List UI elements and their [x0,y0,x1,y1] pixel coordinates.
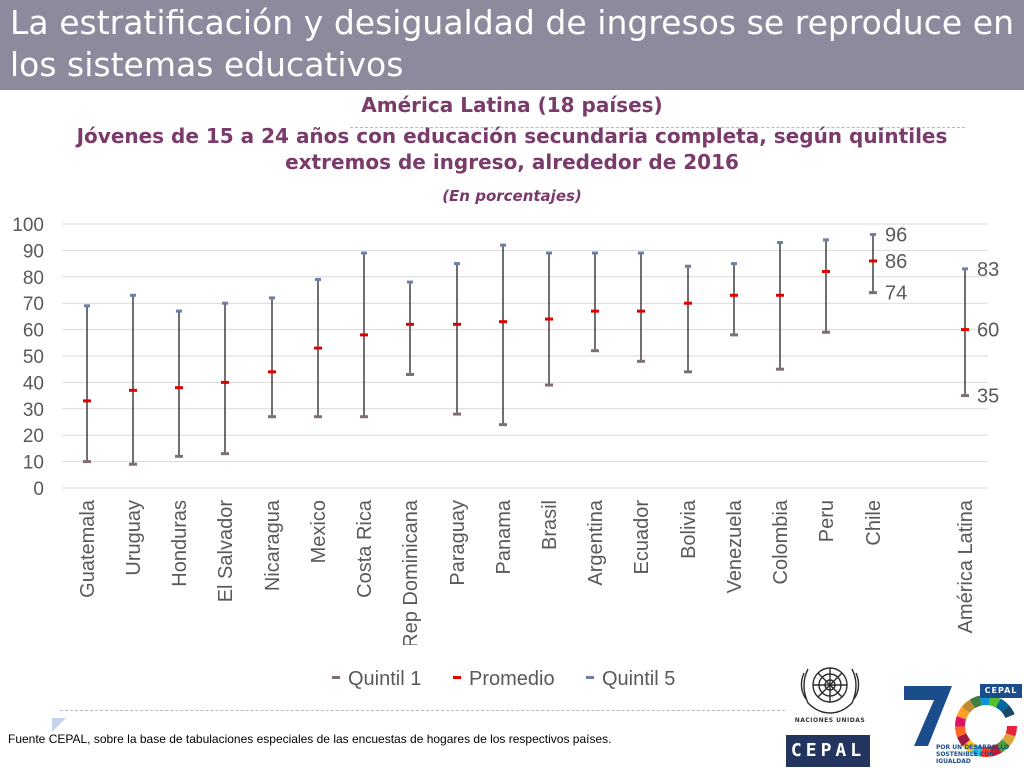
legend-label-promedio: Promedio [469,668,555,690]
x-tick-label: Costa Rica [354,499,376,598]
source-note: Fuente CEPAL, sobre la base de tabulacio… [8,732,612,746]
footer-divider [60,710,785,711]
un-label: NACIONES UNIDAS [794,717,866,724]
x-tick-label: Honduras [169,500,191,587]
un-emblem-icon [800,667,860,714]
chart-subtitle-line2: extremos de ingreso, alrededor de 2016 [285,150,739,174]
data-label: 83 [977,259,999,281]
x-tick-label: Ecuador [631,500,653,575]
legend-item-promedio: Promedio [453,665,555,693]
y-tick-label: 100 [12,215,44,236]
x-tick-label: Colombia [770,499,792,584]
x-tick-label: Panama [493,499,515,574]
y-tick-label: 50 [23,347,44,368]
y-tick-label: 10 [23,453,44,474]
legend-label-quintil-5: Quintil 5 [602,668,676,690]
legend-label-quintil-1: Quintil 1 [348,668,422,690]
legend-item-quintil-1: Quintil 1 [332,665,421,693]
y-tick-label: 60 [23,321,44,342]
corner-triangle [52,718,66,732]
x-tick-label: Nicaragua [262,499,284,591]
x-tick-label: Rep Dominicana [400,499,422,645]
data-label: 86 [885,251,907,273]
x-tick-label: América Latina [955,499,977,633]
cepal-70-sdg-wheel-icon [904,686,1017,757]
x-tick-label: Brasil [539,500,561,550]
data-label: 74 [885,283,907,305]
y-tick-label: 20 [23,426,44,447]
y-tick-label: 40 [23,373,44,394]
data-label: 35 [977,386,999,408]
chart-subtitle-units: (En porcentajes) [442,187,582,205]
x-tick-label: El Salvador [215,500,237,603]
divider-dashed [350,127,965,128]
y-tick-label: 30 [23,400,44,421]
title-bar: La estratificación y desigualdad de ingr… [0,0,1024,90]
chart-subtitle-line1: Jóvenes de 15 a 24 años con educación se… [76,124,948,148]
x-tick-label: Argentina [585,499,607,585]
legend-swatch-quintil-1 [332,676,340,680]
x-tick-label: Peru [816,500,838,542]
range-chart: 0 10 20 30 40 50 60 70 80 90 100 Guatemala Uruguay Ho… [12,215,999,645]
x-tick-label: Venezuela [724,499,746,593]
x-tick-label: Bolivia [678,499,700,559]
x-tick-label: Guatemala [77,499,99,598]
y-tick-label: 70 [23,294,44,315]
x-tick-label: Chile [863,500,885,546]
cepal-logo: CEPAL [786,735,870,767]
slide-title: La estratificación y desigualdad de ingr… [10,3,1014,84]
y-tick-label: 80 [23,268,44,289]
x-tick-label: Paraguay [447,500,469,586]
legend-swatch-promedio [453,676,461,680]
legend-swatch-quintil-5 [586,676,594,680]
cepal-mini-logo: CEPAL [980,684,1022,698]
chart-subtitle-region: América Latina (18 países) [361,93,663,117]
legend-item-quintil-5: Quintil 5 [586,665,675,693]
y-tick-label: 0 [33,479,44,500]
y-tick-label: 90 [23,241,44,262]
sdg-tagline: POR UN DESARROLLO SOSTENIBLE CON IGUALDA… [936,744,1010,765]
x-tick-label: Mexico [308,500,330,563]
data-label: 60 [977,320,999,342]
data-label: 96 [885,225,907,247]
x-tick-label: Uruguay [123,500,145,576]
